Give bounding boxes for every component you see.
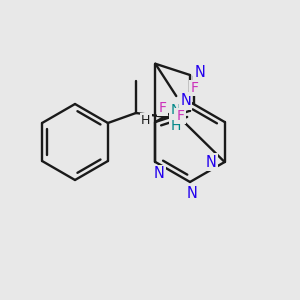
- Text: N: N: [187, 187, 197, 202]
- Text: N: N: [194, 65, 205, 80]
- Text: N: N: [205, 154, 216, 169]
- Text: F: F: [176, 109, 184, 123]
- Text: N: N: [180, 93, 191, 108]
- Text: H: H: [171, 119, 181, 133]
- Text: F: F: [158, 101, 166, 115]
- Text: N: N: [171, 103, 181, 117]
- Text: F: F: [190, 81, 198, 95]
- Text: H: H: [141, 115, 151, 128]
- Text: N: N: [154, 167, 165, 182]
